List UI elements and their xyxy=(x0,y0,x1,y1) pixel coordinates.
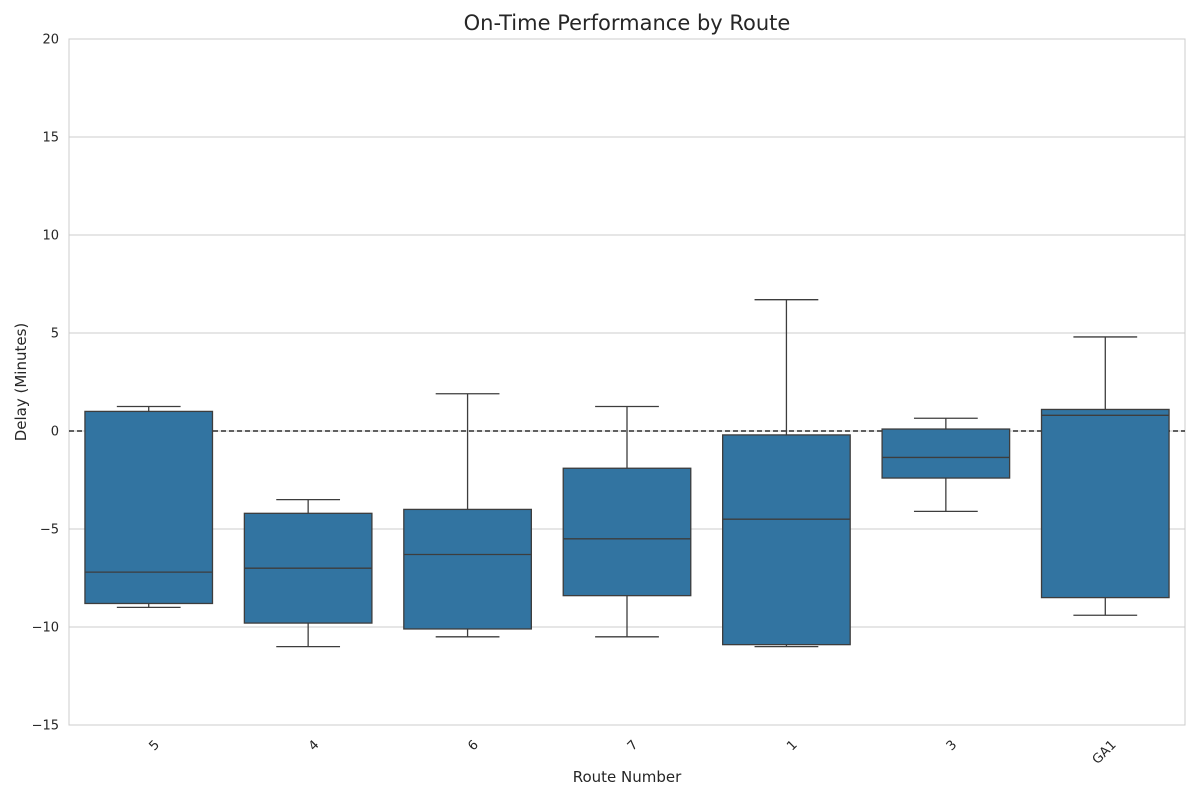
x-tick-label: GA1 xyxy=(1090,738,1120,768)
y-axis-ticks: −15 −10 −5 0 5 10 15 20 xyxy=(32,33,59,734)
y-axis-label: Delay (Minutes) xyxy=(12,323,30,442)
y-tick-label: 20 xyxy=(42,33,59,48)
x-tick-label: 5 xyxy=(147,738,163,754)
box-3 xyxy=(881,417,1011,513)
box-6 xyxy=(403,393,532,638)
y-tick-label: 10 xyxy=(42,229,59,244)
plot-area-frame xyxy=(68,38,1186,726)
iqr-box xyxy=(722,434,851,646)
x-tick-label: 7 xyxy=(625,738,641,754)
x-tick-label: 1 xyxy=(784,738,800,754)
y-tick-label: 0 xyxy=(51,425,59,440)
x-tick-label: 6 xyxy=(465,738,481,754)
box-GA1 xyxy=(1040,336,1170,616)
iqr-box xyxy=(403,508,532,630)
chart-title: On-Time Performance by Route xyxy=(464,11,791,35)
box-5 xyxy=(84,405,214,609)
box-7 xyxy=(562,405,692,638)
y-tick-label: 5 xyxy=(51,327,59,342)
x-tick-label: 4 xyxy=(306,738,322,754)
iqr-box xyxy=(1040,408,1170,599)
y-tick-label: −5 xyxy=(40,523,59,538)
x-axis-label: Route Number xyxy=(573,768,682,786)
boxes-group xyxy=(84,299,1170,648)
y-tick-label: −10 xyxy=(32,621,59,636)
x-axis-ticks: 5 4 6 7 1 3 GA1 xyxy=(147,738,1120,768)
iqr-box xyxy=(84,410,214,605)
y-tick-label: −15 xyxy=(32,719,59,734)
x-tick-label: 3 xyxy=(944,738,960,754)
box-1 xyxy=(722,299,851,648)
box-4 xyxy=(243,498,373,648)
iqr-box xyxy=(881,428,1011,479)
y-tick-label: 15 xyxy=(42,131,59,146)
iqr-box xyxy=(562,467,692,597)
